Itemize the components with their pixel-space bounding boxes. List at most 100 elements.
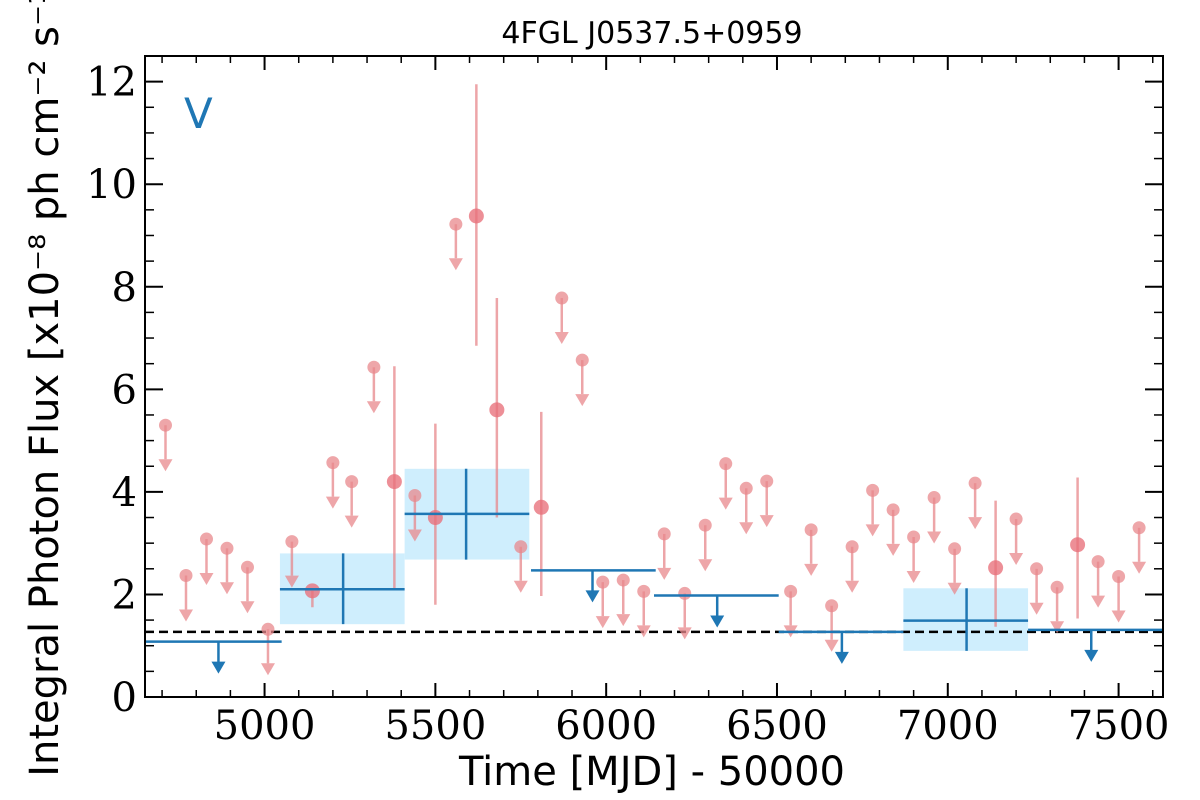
short-bin-upper-limit-point [678,586,692,600]
short-bin-upper-limit-arrow [824,639,839,652]
long-bin-upper-limit-arrow [1084,649,1099,662]
short-bin-detection-point [427,510,443,526]
band-label: V [184,89,213,138]
short-bin-upper-limit-point [804,523,818,537]
long-bin-upper-limit-arrow [710,615,725,628]
short-bin-upper-limit-arrow [677,627,692,640]
x-axis-label: Time [MJD] - 50000 [458,749,845,795]
short-bin-upper-limit-arrow [739,522,754,535]
y-tick-label: 12 [86,60,137,106]
short-bin-upper-limit-point [220,541,234,555]
short-bin-upper-limit-arrow [1111,610,1126,623]
error-bands [279,468,1029,651]
short-bin-upper-limit-arrow [448,258,463,271]
short-bin-upper-limit-arrow [366,401,381,414]
y-tick-label: 0 [112,675,137,721]
y-axis-label: Integral Photon Flux [x10⁻⁸ ph cm⁻² s⁻¹] [22,0,68,777]
short-bin-detection-point [988,560,1004,576]
short-bin-upper-limit-point [408,488,422,502]
short-bin-detection-point [1070,537,1086,553]
x-tick-label: 5000 [214,703,316,749]
x-tick-label: 6000 [555,703,657,749]
short-bin-upper-limit-point [927,491,941,505]
long-bin-upper-limit-arrow [585,590,600,603]
short-bin-upper-limit-point [739,481,753,495]
short-bin-upper-limit-point [886,503,900,517]
short-bin-upper-limit-arrow [698,559,713,572]
short-bin-upper-limit-arrow [240,601,255,614]
short-bin-upper-limit-arrow [1050,621,1065,634]
short-bin-upper-limit-arrow [344,515,359,528]
x-tick-label: 6500 [726,703,828,749]
short-bin-upper-limit-point [698,518,712,532]
short-bin-upper-limit-arrow [1091,595,1106,608]
short-bin-upper-limit-point [825,599,839,613]
y-tick-label: 8 [112,265,137,311]
short-bin-upper-limit-arrow [886,543,901,556]
short-bin-upper-limit-arrow [575,394,590,407]
x-tick-label: 7500 [1068,703,1170,749]
short-bin-upper-limit-arrow [407,529,422,542]
short-bin-upper-limit-point [199,532,213,546]
short-bin-upper-limit-point [240,560,254,574]
short-bin-upper-limit-point [948,542,962,556]
short-bin-upper-limit-point [760,474,774,488]
y-tick-label: 2 [112,572,137,618]
short-bin-detection-point [533,499,549,515]
short-bin-upper-limit-point [907,530,921,544]
short-bin-upper-limit-point [514,540,528,554]
short-bin-upper-limit-arrow [1132,561,1147,574]
y-tick-label: 6 [112,367,137,413]
short-bin-detection-point [468,208,484,224]
short-bin-upper-limit-point [866,483,880,497]
axes: 5000 5500 6000 6500 7000 7500 0 2 4 6 8 10 12 [86,55,1170,749]
short-bin-upper-limit-point [345,475,359,489]
short-bin-upper-limit-arrow [616,614,631,627]
short-bin-upper-limit-arrow [804,563,819,576]
short-bin-upper-limit-point [555,291,569,305]
short-bin-upper-limit-point [616,573,630,587]
short-bin-upper-limit-point [285,535,299,549]
short-bin-upper-limit-arrow [158,459,173,472]
short-bin-upper-limit-arrow [636,625,651,638]
short-bin-upper-limit-point [575,353,589,367]
short-bin-upper-limit-point [968,476,982,490]
short-bin-upper-limit-arrow [595,616,610,629]
plot-marks [145,84,1163,676]
short-bin-upper-limit-arrow [199,573,214,586]
short-bin-upper-limit-point [179,568,193,582]
x-tick-label: 5500 [384,703,486,749]
short-bin-upper-limit-arrow [947,582,962,595]
short-bin-upper-limit-point [1112,569,1126,583]
short-bin-upper-limit-arrow [513,580,528,593]
x-tick-label: 7000 [897,703,999,749]
short-bin-upper-limit-arrow [219,582,234,595]
short-bin-upper-limit-arrow [906,571,921,584]
short-bin-upper-limit-arrow [260,663,275,676]
y-tick-label: 10 [86,162,137,208]
short-bin-upper-limit-point [261,622,275,636]
short-bin-upper-limit-point [1009,512,1023,526]
short-bin-upper-limit-point [657,527,671,541]
short-bin-detection-point [489,402,505,418]
short-bin-upper-limit-arrow [1009,553,1024,566]
short-bin-upper-limit-point [637,584,651,598]
short-bin-upper-limit-point [1132,521,1146,535]
short-bin-upper-limit-point [1030,562,1044,576]
short-bin-upper-limit-arrow [865,524,880,537]
short-bin-upper-limit-point [845,540,859,554]
short-bin-upper-limit-arrow [554,332,569,345]
short-bin-upper-limit-point [784,584,798,598]
short-bin-upper-limit-arrow [657,567,672,580]
short-bin-upper-limit-point [596,575,610,589]
short-bin-upper-limit-point [1050,580,1064,594]
short-bin-upper-limit-arrow [1029,602,1044,615]
short-bin-upper-limit-arrow [927,531,942,544]
short-bin-detection-point [386,474,402,490]
short-bin-upper-limit-point [158,418,172,432]
short-bin-upper-limit-point [326,456,340,470]
short-bin-upper-limit-arrow [845,580,860,593]
short-bin-upper-limit-point [719,457,733,471]
chart-title: 4FGL J0537.5+0959 [501,16,802,51]
